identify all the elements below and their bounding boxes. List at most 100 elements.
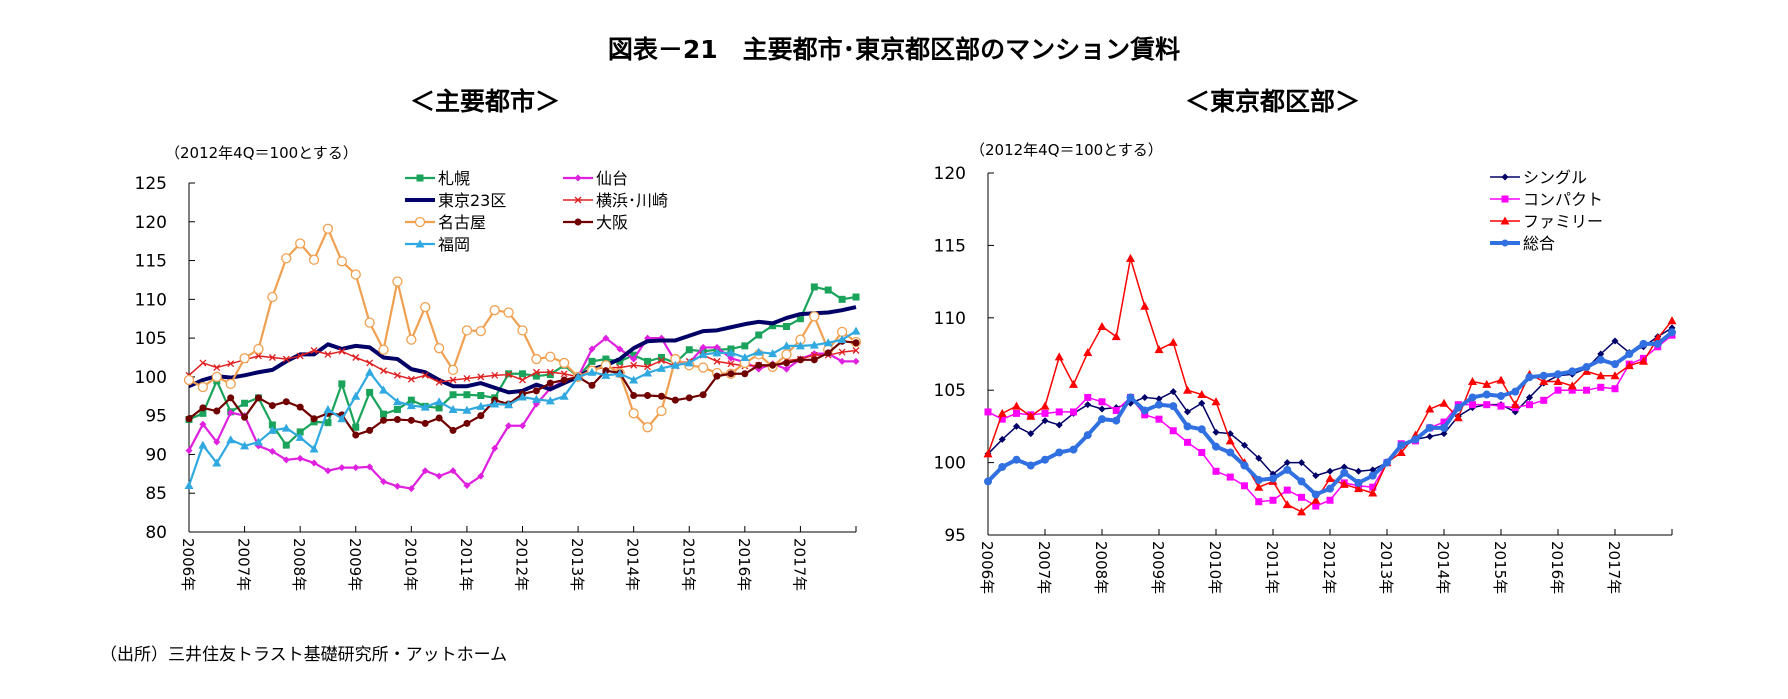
data-point — [796, 356, 804, 364]
data-point — [741, 370, 749, 378]
data-point — [657, 354, 665, 361]
data-point — [477, 373, 485, 381]
data-point — [421, 371, 429, 379]
data-point — [420, 301, 431, 313]
data-point — [241, 413, 249, 421]
data-point — [380, 478, 388, 486]
data-point — [268, 421, 276, 429]
data-point — [559, 357, 570, 369]
data-point — [463, 391, 471, 399]
data-point — [213, 407, 221, 415]
data-point — [197, 381, 209, 393]
x-tick-label: 2010年 — [401, 538, 419, 591]
data-point — [1568, 367, 1577, 376]
legend-item: 仙台 — [563, 169, 628, 188]
data-point — [838, 348, 846, 356]
data-point — [254, 394, 262, 402]
data-point — [1012, 401, 1021, 410]
data-point — [546, 368, 554, 376]
x-tick-label: 2015年 — [679, 538, 697, 591]
data-point — [769, 361, 777, 369]
legend-marker — [1501, 195, 1509, 203]
series-ファミリー — [983, 253, 1677, 516]
y-tick-label: 115 — [135, 252, 167, 272]
data-point — [1055, 421, 1063, 429]
data-point — [1282, 500, 1292, 509]
x-tick-label: 2007年 — [1035, 541, 1053, 594]
legend-item: ファミリー — [1490, 212, 1603, 231]
data-point — [1497, 391, 1505, 400]
data-point — [532, 368, 540, 376]
data-point — [1212, 442, 1220, 451]
data-point — [1497, 402, 1505, 410]
data-point — [783, 359, 791, 367]
data-point — [1013, 409, 1020, 417]
y-tick-label: 95 — [944, 526, 966, 546]
data-point — [350, 269, 361, 280]
data-point — [1439, 398, 1449, 407]
data-point — [296, 454, 304, 462]
data-point — [1469, 401, 1476, 409]
data-point — [435, 472, 443, 480]
data-point — [1197, 425, 1206, 434]
data-point — [1526, 393, 1533, 401]
data-point — [754, 347, 764, 356]
data-point — [1084, 393, 1092, 401]
figure-title: 図表－21 主要都市･東京都区部のマンション賃料 — [607, 35, 1181, 64]
data-point — [1112, 416, 1121, 425]
data-point — [824, 349, 832, 357]
data-point — [532, 372, 540, 380]
data-point — [1553, 377, 1563, 386]
data-point — [365, 367, 375, 376]
data-point — [449, 467, 457, 475]
data-point — [199, 359, 207, 367]
y-tick-label: 105 — [135, 329, 167, 349]
y-tick-label: 120 — [135, 213, 167, 233]
data-point — [1069, 445, 1078, 454]
data-point — [1155, 415, 1163, 423]
data-point — [545, 351, 556, 362]
data-point — [769, 322, 777, 330]
data-point — [519, 376, 526, 384]
data-point — [449, 391, 457, 399]
data-point — [352, 431, 360, 439]
data-point — [227, 409, 235, 417]
data-point — [477, 472, 485, 480]
unit-note: （2012年4Q＝100とする） — [165, 144, 358, 162]
data-point — [628, 408, 639, 419]
data-point — [406, 401, 416, 410]
data-point — [1383, 458, 1391, 467]
x-tick-label: 2008年 — [1092, 541, 1110, 594]
data-point — [1241, 441, 1248, 449]
data-point — [352, 354, 360, 361]
data-point — [602, 334, 610, 342]
data-point — [1496, 375, 1506, 384]
x-tick-label: 2007年 — [235, 538, 253, 591]
series-名古屋 — [183, 223, 862, 433]
data-point — [366, 426, 374, 434]
data-point — [310, 415, 318, 423]
data-point — [1440, 423, 1448, 432]
data-point — [531, 394, 541, 403]
data-point — [281, 423, 291, 432]
data-point — [1169, 427, 1177, 435]
x-tick-label: 2009年 — [1149, 541, 1167, 594]
data-point — [421, 467, 429, 475]
data-point — [1425, 404, 1435, 413]
data-point — [699, 343, 707, 351]
data-point — [588, 381, 596, 389]
data-point — [1639, 339, 1648, 348]
data-point — [713, 357, 721, 365]
x-tick-label: 2006年 — [978, 541, 996, 594]
data-point — [1254, 475, 1263, 484]
data-point — [1540, 396, 1548, 404]
data-point — [1610, 371, 1620, 380]
y-tick-label: 110 — [934, 309, 966, 329]
data-point — [1298, 493, 1305, 501]
x-tick-label: 2013年 — [1377, 541, 1395, 594]
data-point — [1554, 386, 1562, 394]
unit-note: （2012年4Q＝100とする） — [970, 141, 1163, 159]
data-point — [1283, 486, 1291, 494]
data-point — [435, 404, 443, 412]
data-point — [697, 362, 709, 373]
